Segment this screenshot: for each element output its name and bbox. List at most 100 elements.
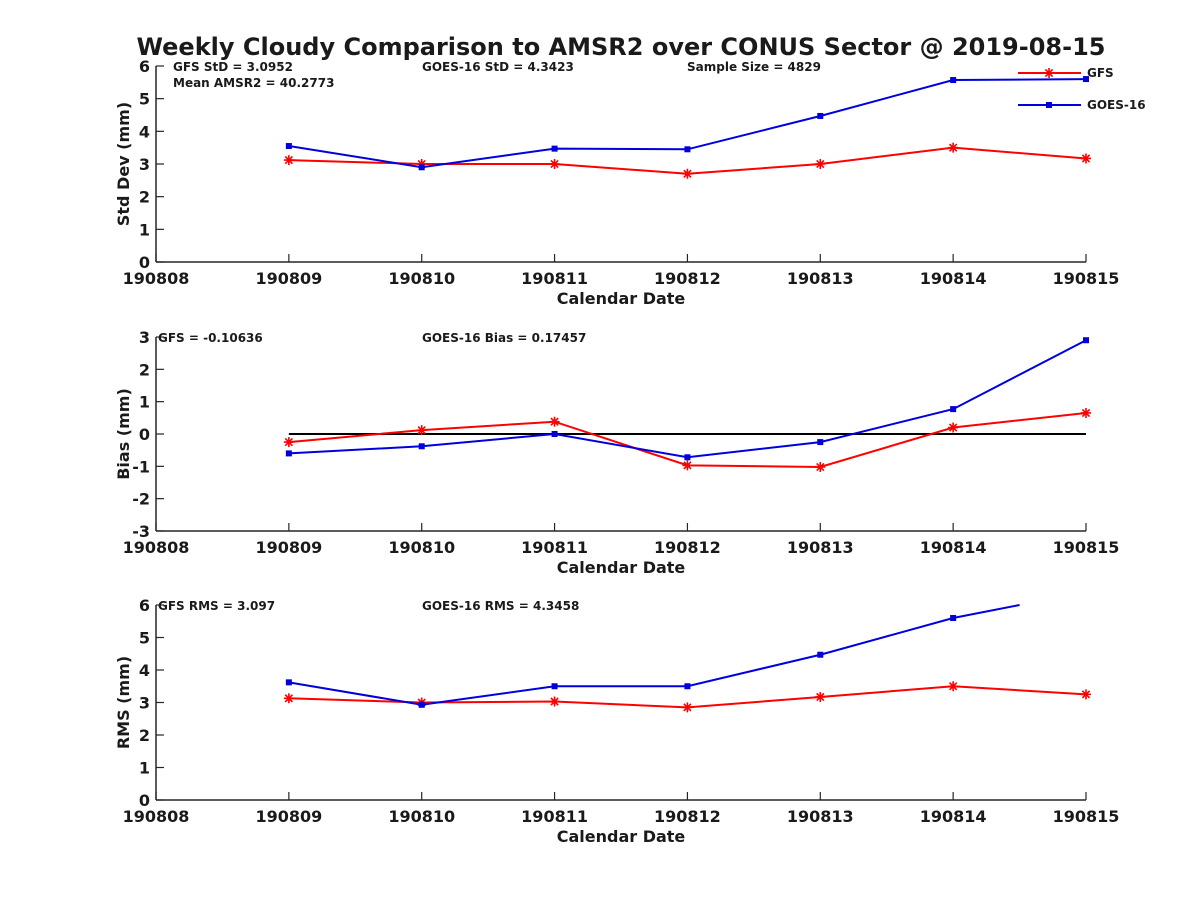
x-tick-label: 190812	[654, 807, 721, 826]
legend-label-gfs: GFS	[1087, 66, 1114, 80]
data-point-gfs	[283, 437, 294, 448]
data-point-gfs	[948, 681, 959, 692]
y-tick-label: 0	[139, 791, 150, 810]
data-point-goes-16	[817, 651, 824, 658]
data-point-gfs	[549, 696, 560, 707]
data-point-gfs	[1081, 407, 1091, 418]
x-tick-label: 190814	[920, 269, 987, 288]
data-point-goes-16	[551, 683, 558, 690]
x-tick-label: 190808	[123, 538, 190, 557]
data-point-goes-16	[950, 615, 957, 621]
y-tick-label: 6	[139, 596, 150, 615]
data-point-gfs	[682, 702, 693, 713]
panel-std: 0 1 2 3 4 5 6 190808 190809 190810 190811 190812 190…	[114, 57, 1119, 308]
data-point-goes-16	[684, 683, 691, 690]
x-tick-label: 190815	[1053, 538, 1120, 557]
data-point-gfs	[416, 159, 427, 169]
annotation-gfs: GFS RMS = 3.097	[158, 599, 275, 613]
x-tick-label: 190810	[388, 807, 455, 826]
data-point-goes-16	[551, 431, 558, 437]
series-goes-16	[285, 337, 1089, 461]
y-tick-label: -1	[132, 457, 150, 476]
data-point-goes-16	[1083, 337, 1089, 344]
data-point-gfs	[283, 155, 294, 166]
x-tick-label: 190813	[787, 538, 854, 557]
x-tick-label: 190809	[255, 269, 322, 288]
y-tick-label: 2	[139, 188, 150, 207]
legend-marker-gfs	[1044, 68, 1054, 78]
data-point-gfs	[682, 460, 693, 471]
y-tick-label: 0	[139, 253, 150, 272]
annotation-mean-amsr2: Mean AMSR2 = 40.2773	[173, 76, 334, 90]
y-tick-label: 6	[139, 57, 150, 76]
y-tick-label: 2	[139, 360, 150, 379]
data-point-goes-16	[684, 454, 691, 461]
annotation-gfs-std: GFS StD = 3.0952	[173, 60, 293, 74]
annotation-goes-std: GOES-16 StD = 4.3423	[422, 60, 574, 74]
x-tick-label: 190813	[787, 269, 854, 288]
x-tick-label: 190812	[654, 269, 721, 288]
y-tick-label: 1	[139, 759, 150, 778]
data-point-goes-16	[285, 679, 292, 686]
x-tick-label: 190814	[920, 538, 987, 557]
data-point-gfs	[948, 142, 959, 153]
x-axis-label: Calendar Date	[557, 289, 686, 308]
data-point-gfs	[815, 159, 826, 169]
y-tick-label: 2	[139, 726, 150, 745]
x-tick-label: 190811	[521, 807, 588, 826]
data-point-goes-16	[1083, 76, 1089, 83]
annotation-gfs: GFS = -0.10636	[158, 331, 263, 345]
annotation-sample-size: Sample Size = 4829	[687, 60, 821, 74]
series-gfs	[283, 142, 1091, 179]
x-tick-label: 190812	[654, 538, 721, 557]
x-tick-label: 190811	[521, 269, 588, 288]
data-point-gfs	[948, 422, 959, 433]
data-point-goes-16	[285, 143, 292, 150]
x-tick-label: 190808	[123, 269, 190, 288]
annotation-goes: GOES-16 Bias = 0.17457	[422, 331, 586, 345]
series-goes-16	[285, 604, 1020, 708]
data-point-gfs	[416, 425, 427, 436]
data-point-gfs	[283, 693, 294, 704]
panel-bias: -3 -2 -1 0 1 2 3 190808 190809 190810 190811 190812…	[114, 328, 1119, 577]
y-tick-label: 5	[139, 90, 150, 109]
legend-marker-goes-16	[1046, 102, 1052, 108]
chart-title: Weekly Cloudy Comparison to AMSR2 over C…	[137, 33, 1106, 61]
y-tick-label: 3	[139, 694, 150, 713]
y-tick-label: 1	[139, 393, 150, 412]
data-point-goes-16	[950, 406, 957, 413]
y-tick-label: 0	[139, 425, 150, 444]
data-point-goes-16	[285, 450, 292, 457]
data-point-gfs	[1081, 153, 1091, 164]
y-tick-label: 5	[139, 629, 150, 648]
annotation-goes: GOES-16 RMS = 4.3458	[422, 599, 579, 613]
x-tick-label: 190809	[255, 538, 322, 557]
x-tick-label: 190814	[920, 807, 987, 826]
x-tick-label: 190815	[1053, 269, 1120, 288]
x-tick-label: 190813	[787, 807, 854, 826]
y-tick-label: 4	[139, 661, 150, 680]
data-point-goes-16	[551, 145, 558, 152]
y-tick-label: -2	[132, 490, 150, 509]
data-point-goes-16	[950, 77, 957, 84]
panel-rms: 0 1 2 3 4 5 6 190808 190809 190810 190811 190812 190…	[114, 596, 1119, 846]
x-tick-label: 190808	[123, 807, 190, 826]
panels-group: 0 1 2 3 4 5 6 190808 190809 190810 190811 190812 190…	[114, 57, 1119, 846]
y-axis-label: Bias (mm)	[114, 388, 133, 480]
series-gfs	[283, 407, 1091, 472]
x-tick-label: 190810	[388, 538, 455, 557]
series-line-goes-16	[288, 339, 1087, 459]
x-tick-label: 190809	[255, 807, 322, 826]
data-point-gfs	[815, 461, 826, 472]
data-point-gfs	[1081, 689, 1091, 700]
data-point-gfs	[549, 159, 560, 169]
y-tick-label: 3	[139, 328, 150, 347]
legend: GFS GOES-16	[1018, 66, 1146, 112]
data-point-goes-16	[418, 443, 425, 450]
x-axis-label: Calendar Date	[557, 827, 686, 846]
y-tick-label: 4	[139, 122, 150, 141]
data-point-goes-16	[817, 439, 824, 446]
data-point-goes-16	[817, 112, 824, 119]
y-tick-label: 3	[139, 155, 150, 174]
